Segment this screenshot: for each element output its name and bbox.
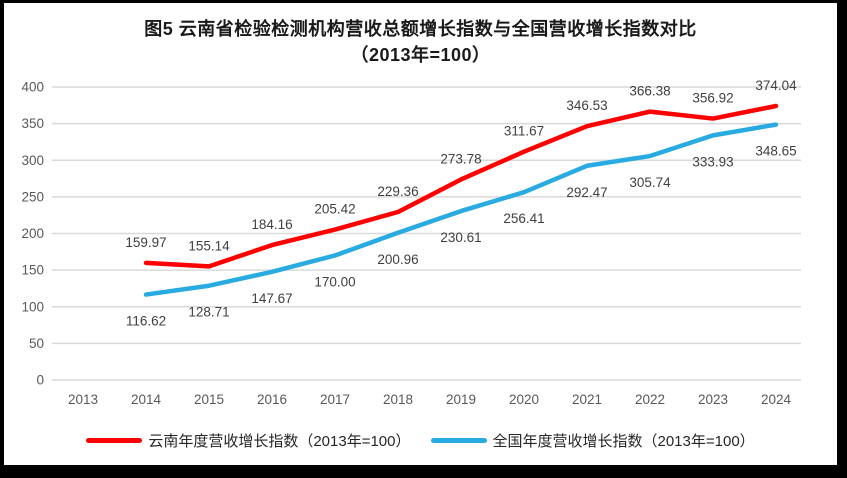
x-tick-2016: 2016 bbox=[257, 392, 287, 407]
legend-label-national: 全国年度营收增长指数（2013年=100） bbox=[492, 432, 755, 450]
data-label-series0-2019: 273.78 bbox=[440, 151, 481, 166]
x-tick-2018: 2018 bbox=[383, 392, 413, 407]
data-label-series0-2017: 205.42 bbox=[314, 202, 355, 217]
y-tick-250: 250 bbox=[21, 189, 44, 204]
data-label-series0-2016: 184.16 bbox=[251, 217, 292, 232]
data-label-series1-2018: 200.96 bbox=[377, 252, 418, 267]
data-label-series0-2015: 155.14 bbox=[188, 238, 230, 253]
data-label-series1-2022: 305.74 bbox=[629, 175, 671, 190]
legend-line-sample-national bbox=[430, 437, 487, 443]
data-label-series1-2015: 128.71 bbox=[188, 305, 229, 320]
data-label-series0-2023: 356.92 bbox=[692, 91, 733, 106]
data-label-series0-2024: 374.04 bbox=[755, 78, 797, 93]
x-tick-2013: 2013 bbox=[68, 392, 98, 407]
x-tick-2017: 2017 bbox=[320, 392, 350, 407]
data-label-series1-2016: 147.67 bbox=[251, 291, 292, 306]
line-chart-plot: 0 50 100 150 200 250 300 350 400 2013 2014 2015 2016… bbox=[21, 78, 801, 407]
x-tick-2024: 2024 bbox=[761, 392, 792, 407]
y-tick-300: 300 bbox=[21, 153, 44, 168]
legend-item-yunnan: 云南年度营收增长指数（2013年=100） bbox=[86, 430, 411, 451]
chart-legend: 云南年度营收增长指数（2013年=100） 全国年度营收增长指数（2013年=1… bbox=[4, 429, 837, 451]
legend-item-national: 全国年度营收增长指数（2013年=100） bbox=[430, 430, 755, 451]
data-label-series0-2020: 311.67 bbox=[504, 124, 544, 139]
y-tick-350: 350 bbox=[21, 116, 44, 131]
y-tick-150: 150 bbox=[21, 263, 44, 278]
x-tick-2022: 2022 bbox=[635, 392, 665, 407]
y-tick-100: 100 bbox=[21, 299, 44, 314]
series-line-1 bbox=[143, 122, 779, 297]
x-tick-2020: 2020 bbox=[509, 392, 539, 407]
y-tick-50: 50 bbox=[29, 336, 44, 351]
data-label-series1-2024: 348.65 bbox=[755, 144, 796, 159]
y-tick-0: 0 bbox=[36, 373, 44, 388]
data-label-series1-2017: 170.00 bbox=[314, 274, 355, 289]
x-tick-2023: 2023 bbox=[698, 392, 728, 407]
data-label-series0-2021: 346.53 bbox=[566, 98, 607, 113]
data-label-series1-2019: 230.61 bbox=[440, 230, 481, 245]
y-tick-200: 200 bbox=[21, 226, 44, 241]
legend-line-sample-yunnan bbox=[86, 437, 143, 443]
x-tick-2019: 2019 bbox=[446, 392, 476, 407]
chart-canvas: 图5 云南省检验检测机构营收总额增长指数与全国营收增长指数对比 （2013年=1… bbox=[4, 3, 837, 465]
data-label-series0-2022: 366.38 bbox=[629, 84, 670, 99]
data-label-series1-2020: 256.41 bbox=[503, 211, 544, 226]
chart-title-line2: （2013年=100） bbox=[350, 45, 491, 65]
x-tick-2014: 2014 bbox=[131, 392, 162, 407]
data-label-series0-2014: 159.97 bbox=[125, 235, 166, 250]
chart-title: 图5 云南省检验检测机构营收总额增长指数与全国营收增长指数对比 （2013年=1… bbox=[4, 16, 837, 68]
x-tick-2021: 2021 bbox=[572, 392, 602, 407]
x-tick-2015: 2015 bbox=[194, 392, 224, 407]
series-line-0 bbox=[143, 103, 779, 269]
data-label-series1-2021: 292.47 bbox=[566, 185, 607, 200]
data-label-series0-2018: 229.36 bbox=[377, 184, 418, 199]
data-label-series1-2014: 116.62 bbox=[126, 314, 166, 329]
data-label-series1-2023: 333.93 bbox=[692, 154, 733, 169]
y-tick-400: 400 bbox=[21, 80, 44, 95]
chart-title-line1: 图5 云南省检验检测机构营收总额增长指数与全国营收增长指数对比 bbox=[144, 19, 697, 39]
legend-label-yunnan: 云南年度营收增长指数（2013年=100） bbox=[148, 432, 411, 450]
